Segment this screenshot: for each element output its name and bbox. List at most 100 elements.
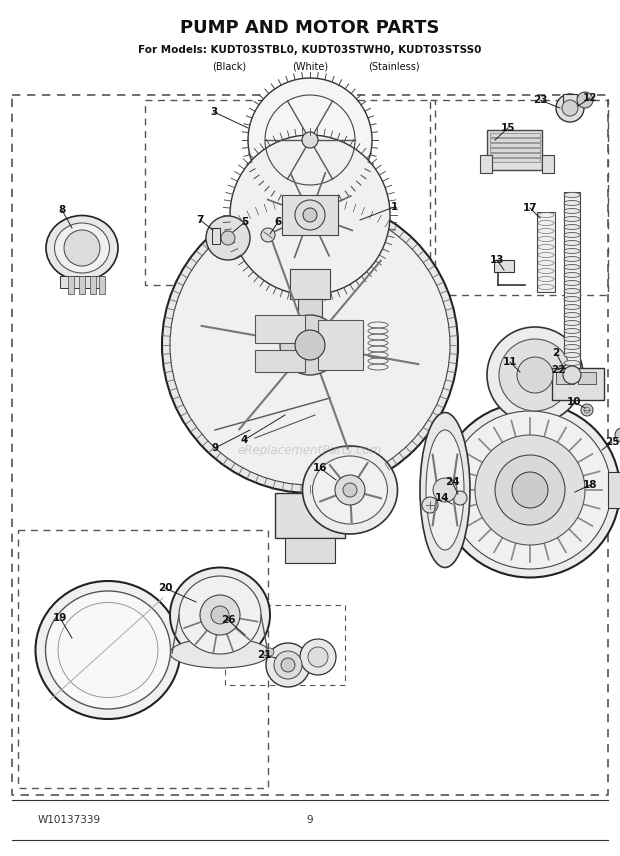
- Text: 12: 12: [583, 93, 597, 103]
- Text: 18: 18: [583, 480, 597, 490]
- Circle shape: [162, 197, 458, 493]
- Bar: [318, 320, 363, 370]
- Circle shape: [343, 483, 357, 497]
- Bar: [79, 276, 85, 294]
- Ellipse shape: [564, 320, 580, 325]
- Ellipse shape: [449, 411, 611, 569]
- Ellipse shape: [420, 413, 470, 568]
- Text: 22: 22: [551, 365, 565, 375]
- Bar: [290, 269, 330, 299]
- Ellipse shape: [564, 360, 580, 366]
- Bar: [487, 130, 542, 170]
- Text: (White): (White): [292, 61, 328, 71]
- Ellipse shape: [170, 568, 270, 663]
- Ellipse shape: [564, 200, 580, 205]
- Text: 3: 3: [210, 107, 218, 117]
- Ellipse shape: [312, 456, 388, 524]
- Bar: [68, 276, 74, 294]
- Text: 9: 9: [307, 815, 313, 825]
- Text: 17: 17: [523, 203, 538, 213]
- Text: 20: 20: [157, 583, 172, 593]
- Circle shape: [512, 472, 548, 508]
- Bar: [275, 493, 345, 538]
- Bar: [255, 350, 305, 372]
- Bar: [90, 276, 96, 294]
- Text: 26: 26: [221, 615, 235, 625]
- Bar: [285, 538, 335, 563]
- Bar: [494, 260, 514, 272]
- Bar: [282, 195, 338, 235]
- Text: 23: 23: [533, 95, 547, 105]
- Circle shape: [302, 132, 318, 148]
- Text: 25: 25: [604, 437, 619, 447]
- Ellipse shape: [564, 272, 580, 277]
- Circle shape: [577, 92, 593, 108]
- Bar: [428, 472, 452, 508]
- Text: 10: 10: [567, 397, 582, 407]
- Bar: [556, 372, 574, 384]
- Bar: [212, 228, 220, 244]
- Ellipse shape: [170, 638, 270, 668]
- Ellipse shape: [564, 209, 580, 213]
- Bar: [490, 148, 540, 152]
- Ellipse shape: [564, 241, 580, 246]
- Ellipse shape: [55, 223, 110, 273]
- Ellipse shape: [179, 576, 261, 654]
- Circle shape: [221, 231, 235, 245]
- Circle shape: [281, 658, 295, 672]
- Text: 14: 14: [435, 493, 449, 503]
- Circle shape: [266, 648, 274, 656]
- Circle shape: [308, 647, 328, 667]
- Ellipse shape: [564, 336, 580, 342]
- Text: 16: 16: [312, 463, 327, 473]
- Ellipse shape: [564, 329, 580, 334]
- Bar: [99, 276, 105, 294]
- Ellipse shape: [440, 402, 620, 578]
- Text: 19: 19: [53, 613, 67, 623]
- Text: 9: 9: [211, 443, 219, 453]
- Bar: [552, 368, 604, 400]
- Bar: [255, 315, 305, 343]
- Text: 6: 6: [275, 217, 281, 227]
- Bar: [564, 192, 580, 370]
- Ellipse shape: [564, 305, 580, 310]
- Ellipse shape: [303, 446, 397, 534]
- Circle shape: [615, 428, 620, 442]
- Ellipse shape: [564, 257, 580, 261]
- Ellipse shape: [46, 216, 118, 281]
- Circle shape: [581, 404, 593, 416]
- Ellipse shape: [45, 591, 170, 709]
- Text: For Models: KUDT03STBL0, KUDT03STWH0, KUDT03STSS0: For Models: KUDT03STBL0, KUDT03STWH0, KU…: [138, 45, 482, 55]
- Ellipse shape: [564, 296, 580, 301]
- Circle shape: [453, 491, 467, 505]
- Circle shape: [261, 228, 275, 242]
- Bar: [608, 472, 620, 508]
- Circle shape: [274, 651, 302, 679]
- Bar: [537, 212, 555, 292]
- Text: (Stainless): (Stainless): [368, 61, 420, 71]
- Ellipse shape: [564, 217, 580, 222]
- Bar: [490, 143, 540, 147]
- Ellipse shape: [564, 248, 580, 253]
- Text: 2: 2: [552, 348, 560, 358]
- Circle shape: [517, 357, 553, 393]
- Ellipse shape: [564, 344, 580, 349]
- Circle shape: [211, 606, 229, 624]
- Circle shape: [433, 478, 457, 502]
- Circle shape: [300, 639, 336, 675]
- Circle shape: [563, 366, 581, 384]
- Ellipse shape: [564, 312, 580, 318]
- Text: 7: 7: [197, 215, 204, 225]
- Ellipse shape: [564, 288, 580, 294]
- Text: 5: 5: [241, 217, 249, 227]
- Circle shape: [206, 216, 250, 260]
- Ellipse shape: [564, 281, 580, 286]
- Text: 24: 24: [445, 477, 459, 487]
- Circle shape: [495, 455, 565, 525]
- Circle shape: [303, 208, 317, 222]
- Circle shape: [499, 339, 571, 411]
- Bar: [60, 276, 104, 288]
- Bar: [490, 158, 540, 162]
- Circle shape: [295, 200, 325, 230]
- Circle shape: [562, 100, 578, 116]
